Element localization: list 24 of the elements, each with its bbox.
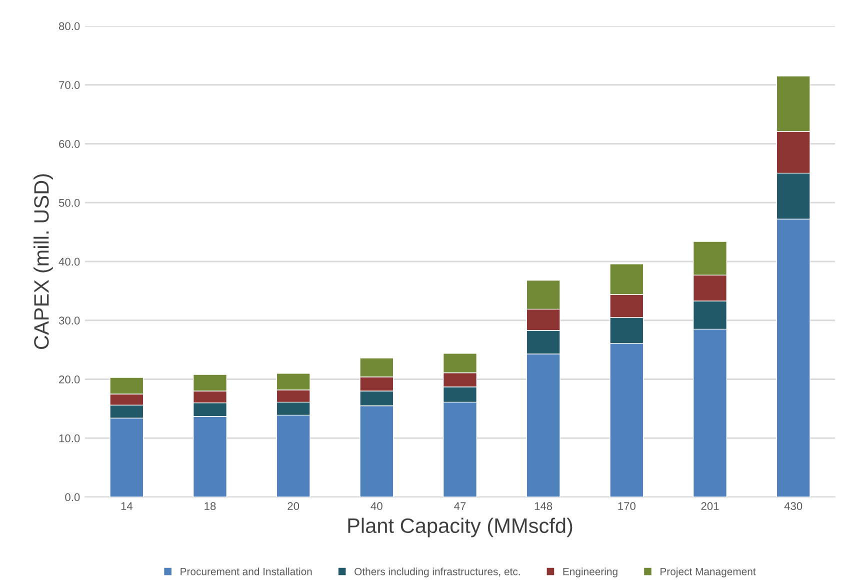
x-tick-label: 18 <box>204 502 216 510</box>
legend-label: Procurement and Installation <box>180 568 312 576</box>
y-tick-label: 10.0 <box>59 434 80 442</box>
legend-label: Others including infrastructures, etc. <box>354 568 520 578</box>
x-tick-label: 170 <box>618 502 636 510</box>
y-axis-title: CAPEX (mill. USD) <box>34 174 53 349</box>
y-tick-label: 0.0 <box>65 493 80 502</box>
legend-label: Engineering <box>563 568 618 578</box>
y-tick-label: 20.0 <box>59 376 80 384</box>
x-tick-label: 40 <box>370 502 382 510</box>
x-tick-label: 430 <box>784 502 802 510</box>
x-tick-label: 20 <box>288 502 300 510</box>
legend-label: Project Management <box>660 568 756 578</box>
y-tick-label: 70.0 <box>59 81 80 90</box>
x-axis-title: Plant Capacity (MMscfd) <box>348 518 572 538</box>
y-tick-label: 40.0 <box>58 258 80 266</box>
y-tick-label: 60.0 <box>59 140 80 148</box>
x-tick-label: 14 <box>121 502 133 510</box>
y-tick-label: 80.0 <box>59 22 80 30</box>
y-tick-label: 50.0 <box>58 198 80 207</box>
x-tick-label: 47 <box>454 502 466 510</box>
x-tick-label: 148 <box>534 502 552 510</box>
y-tick-label: 30.0 <box>58 316 80 325</box>
x-tick-label: 201 <box>701 502 719 510</box>
